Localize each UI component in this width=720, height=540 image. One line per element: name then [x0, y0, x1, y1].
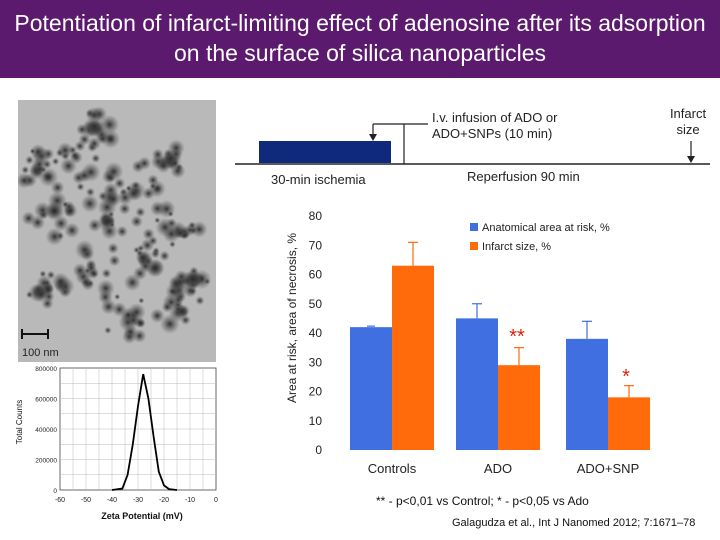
zeta-x-axis-label: Zeta Potential (mV) [101, 511, 183, 521]
zeta-x-tick-label: -60 [55, 497, 65, 504]
bar-y-tick-label: 60 [309, 268, 323, 282]
bar-infarct-size [498, 365, 540, 450]
bar-y-tick-label: 70 [309, 238, 323, 252]
bar-significance-marks: *** [509, 326, 630, 388]
legend-swatch-area-at-risk [470, 223, 478, 231]
bar-y-tick-label: 50 [309, 297, 323, 311]
bar-x-label: ADO+SNP [577, 461, 640, 476]
ischemia-block [259, 141, 391, 163]
scale-bar-label: 100 nm [22, 347, 59, 359]
bar-y-axis-label: Area at risk, area of necrosis, % [285, 233, 299, 403]
zeta-y-tick-label: 400000 [35, 427, 57, 434]
zeta-y-tick-label: 200000 [35, 458, 57, 465]
reperfusion-label: Reperfusion 90 min [467, 169, 580, 184]
zeta-x-tick-label: -10 [185, 497, 195, 504]
bar-area-at-risk [566, 338, 608, 450]
zeta-y-tick-label: 600000 [35, 397, 57, 404]
significance-mark: * [622, 366, 630, 388]
zeta-x-tick-label: 0 [214, 497, 218, 504]
citation: Galagudza et al., Int J Nanomed 2012; 7:… [452, 517, 696, 529]
nanoparticle-clusters [18, 106, 212, 344]
protocol-timeline: I.v. infusion of ADO or ADO+SNPs (10 min… [235, 106, 710, 187]
bar-area-at-risk [350, 327, 392, 450]
bar-infarct-size [608, 397, 650, 450]
significance-footnote: ** - p<0,01 vs Control; * - p<0,05 vs Ad… [376, 494, 589, 508]
ischemia-label: 30-min ischemia [271, 172, 366, 187]
legend-label-area-at-risk: Anatomical area at risk, % [482, 222, 610, 234]
zeta-y-axis-label: Total Counts [15, 400, 24, 444]
zeta-distribution-line [111, 373, 178, 491]
bar-x-label: ADO [484, 461, 512, 476]
zeta-x-tick-label: -40 [107, 497, 117, 504]
infusion-label-line1: I.v. infusion of ADO or [432, 110, 558, 125]
infarct-label-line1: Infarct [670, 106, 707, 121]
bar-legend: Anatomical area at risk, % Infarct size,… [470, 222, 610, 253]
title-bar: Potentiation of infarct-limiting effect … [0, 0, 720, 78]
bar-x-labels: Controls ADO ADO+SNP [368, 461, 639, 476]
bar-infarct-size [392, 265, 434, 450]
bar-y-tick-label: 80 [309, 209, 323, 223]
zeta-x-ticks: -60 -50 -40 -30 -20 -10 0 [55, 497, 218, 504]
bar-y-tick-label: 0 [315, 443, 322, 457]
infusion-arrow-head [369, 134, 377, 141]
bar-y-ticks: 0 10 20 30 40 50 60 70 80 [309, 209, 323, 457]
tem-micrograph: 100 nm [18, 100, 216, 362]
legend-swatch-infarct-size [470, 242, 478, 250]
page-title: Potentiation of infarct-limiting effect … [14, 10, 706, 66]
zeta-potential-chart: 0 200000 400000 600000 800000 -60 -50 -40 -30 -2… [14, 362, 224, 522]
zeta-x-tick-label: -50 [81, 497, 91, 504]
bar-y-tick-label: 10 [309, 414, 323, 428]
legend-label-infarct-size: Infarct size, % [482, 241, 551, 253]
bar-area-at-risk [456, 318, 498, 450]
zeta-x-tick-label: -20 [159, 497, 169, 504]
bar-y-tick-label: 40 [309, 326, 323, 340]
bar-y-tick-label: 20 [309, 385, 323, 399]
zeta-y-tick-label: 0 [53, 488, 57, 495]
zeta-x-tick-label: -30 [133, 497, 143, 504]
zeta-y-ticks: 0 200000 400000 600000 800000 [35, 366, 57, 495]
infusion-label-line2: ADO+SNPs (10 min) [432, 126, 552, 141]
bar-series [350, 241, 650, 450]
zeta-y-tick-label: 800000 [35, 366, 57, 373]
infarct-arrow-head [687, 156, 695, 163]
bar-x-label: Controls [368, 461, 417, 476]
infarct-label-line2: size [676, 122, 699, 137]
significance-mark: ** [509, 326, 525, 348]
zeta-grid [59, 367, 217, 491]
bar-y-tick-label: 30 [309, 355, 323, 369]
